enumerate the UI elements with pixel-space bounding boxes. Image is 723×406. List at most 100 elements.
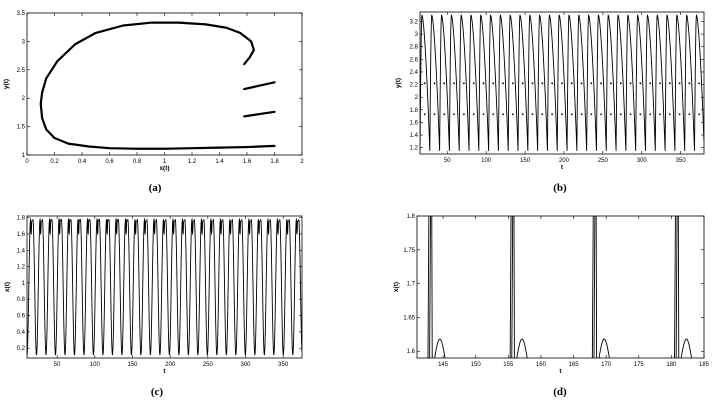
y-tick-label: 2.2: [410, 83, 419, 89]
band-dot: [590, 113, 593, 116]
burst-strand: [591, 216, 594, 358]
x-tick-label: 200: [165, 362, 176, 368]
x-tick-label: 170: [601, 362, 612, 368]
y-tick-label: 1.6: [410, 120, 419, 126]
x-tick-label: 145: [438, 362, 449, 368]
band-dot: [639, 82, 642, 85]
y-tick-label: 1: [22, 153, 26, 159]
y-tick-label: 3.2: [410, 19, 419, 25]
y-tick-label: 1.6: [17, 232, 26, 238]
band-dot: [668, 82, 671, 85]
x-tick-label: 155: [503, 362, 514, 368]
band-dot: [443, 82, 446, 85]
band-dot: [462, 113, 465, 116]
x-tick-label: 185: [699, 362, 710, 368]
x-tick-label: 350: [278, 362, 289, 368]
band-dot: [492, 82, 495, 85]
band-dot: [472, 82, 475, 85]
band-dot: [619, 113, 622, 116]
burst-strand: [675, 216, 678, 358]
series-line: [420, 14, 704, 151]
band-dot: [541, 113, 544, 116]
band-dot: [639, 113, 642, 116]
y-axis-label: y(t): [395, 78, 402, 88]
band-dot: [629, 113, 632, 116]
band-dot: [610, 113, 612, 116]
y-tick-label: 1.2: [17, 265, 26, 271]
band-dot: [668, 113, 671, 116]
panel-caption: (a): [149, 182, 162, 194]
panel-caption: (d): [553, 386, 567, 398]
band-dot: [502, 113, 504, 116]
x-tick-label: 175: [634, 362, 645, 368]
y-axis-label: y(t): [3, 79, 10, 89]
x-tick-label: 160: [536, 362, 547, 368]
band-dot: [590, 82, 593, 85]
x-tick-label: 1.4: [215, 159, 224, 165]
panel-a: 0 0.2 0.4 0.6 0.8 1 1.2 1.4 1.6 1.8 2 1 1.5 2 2.5 3 3.5 x…: [3, 11, 304, 194]
x-tick-label: 0.8: [133, 159, 142, 165]
burst-hump: [516, 338, 528, 358]
plot-frame: [416, 215, 705, 359]
x-tick-label: 150: [471, 362, 482, 368]
band-dot: [512, 113, 514, 116]
band-dot: [688, 113, 691, 116]
burst-strand: [513, 216, 515, 358]
x-tick-label: 50: [444, 158, 451, 164]
x-tick-label: 250: [203, 362, 214, 368]
x-tick-label: 350: [676, 158, 687, 164]
y-tick-label: 2.4: [410, 70, 419, 76]
y-tick-label: 3.5: [17, 11, 26, 17]
y-tick-label: 1.4: [17, 248, 26, 254]
y-axis-label: x(t): [4, 282, 11, 292]
panel-caption: (b): [553, 182, 567, 194]
panel-c: 50 100 150 200 250 300 350 0.2 0.4 0.6 0.8 1 1.2 1.4 1…: [4, 215, 303, 398]
band-dot: [619, 82, 622, 85]
y-tick-label: 1.75: [403, 248, 415, 254]
x-tick-label: 150: [127, 362, 138, 368]
x-tick-label: 165: [569, 362, 580, 368]
band-dot: [551, 82, 554, 85]
band-dot: [698, 113, 701, 116]
x-tick-label: 0.2: [50, 159, 59, 165]
x-tick-label: 300: [240, 362, 251, 368]
y-tick-label: 1: [22, 281, 26, 287]
band-dot: [531, 82, 534, 85]
band-dot: [698, 82, 701, 85]
burst-strand: [677, 216, 680, 358]
y-tick-label: 1.65: [403, 315, 415, 321]
y-axis-label: x(t): [393, 282, 400, 292]
band-dot: [659, 113, 661, 116]
band-dot: [423, 113, 426, 116]
burst-hump: [434, 338, 446, 358]
y-tick-label: 2: [22, 96, 26, 102]
band-dot: [521, 113, 524, 116]
y-tick-label: 0.4: [17, 330, 26, 336]
panel-b: 50 100 150 200 250 300 350 1.2 1.4 1.6 1.8 2 2.2 2.4 2…: [395, 11, 705, 194]
x-tick-label: 1.6: [243, 159, 252, 165]
band-dot: [433, 82, 436, 85]
band-dot: [453, 82, 455, 85]
band-dot: [629, 82, 632, 85]
x-axis-label: t: [561, 164, 564, 171]
band-dot: [659, 82, 661, 85]
band-dot: [492, 113, 495, 116]
x-axis-label: x(t): [159, 165, 169, 172]
band-dot: [551, 113, 554, 116]
burst-strand: [509, 216, 512, 358]
y-tick-label: 3: [22, 39, 26, 45]
burst-hump: [680, 338, 693, 358]
burst-strand: [674, 216, 676, 358]
y-tick-label: 2.6: [410, 57, 419, 63]
x-tick-label: 0: [25, 159, 29, 165]
band-dot: [688, 82, 691, 85]
y-tick-label: 1.5: [17, 125, 26, 131]
series-line: [27, 217, 302, 356]
band-dot: [502, 82, 504, 85]
burst-strand: [427, 216, 430, 358]
band-dot: [423, 82, 426, 85]
y-tick-label: 2: [415, 95, 419, 101]
plot-frame: [26, 215, 303, 359]
panel-d: 145 150 155 160 165 170 175 180 185 1.6 1.65 1.7 1.7…: [393, 214, 710, 398]
